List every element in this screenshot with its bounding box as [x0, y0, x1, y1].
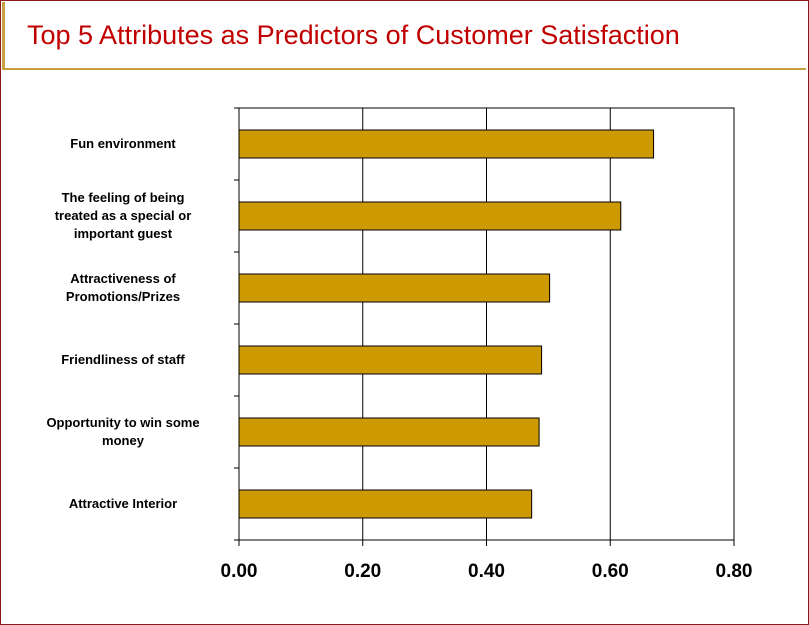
bar [238, 345, 543, 375]
category-label: Attractive Interior [18, 495, 228, 513]
chart-title: Top 5 Attributes as Predictors of Custom… [27, 20, 680, 50]
category-label: The feeling of being treated as a special… [18, 189, 228, 243]
category-label: Opportunity to win some money [18, 414, 228, 450]
category-label: Friendliness of staff [18, 351, 228, 369]
category-label-line: important guest [73, 226, 173, 241]
category-label-line: Fun environment [70, 136, 176, 151]
title-bar: Top 5 Attributes as Predictors of Custom… [2, 2, 806, 70]
bar [238, 129, 655, 159]
bar [238, 273, 551, 303]
category-label-line: Friendliness of staff [61, 352, 185, 367]
x-tick-label: 0.20 [344, 561, 382, 582]
category-label-line: Attractive Interior [68, 496, 178, 511]
x-tick-label: 0.60 [591, 561, 629, 582]
bar [238, 417, 540, 447]
category-label: Fun environment [18, 135, 228, 153]
category-label-line: Promotions/Prizes [65, 289, 181, 304]
category-label-line: treated as a special or [54, 208, 192, 223]
bar [238, 489, 533, 519]
category-label-line: money [102, 433, 144, 448]
x-tick-label: 0.00 [220, 561, 258, 582]
bar [238, 201, 622, 231]
x-tick-label: 0.40 [468, 561, 505, 582]
category-label: Attractiveness of Promotions/Prizes [18, 270, 228, 306]
x-tick-label: 0.80 [715, 561, 753, 582]
category-label-line: Opportunity to win some [46, 415, 200, 430]
category-label-line: Attractiveness of [70, 271, 176, 286]
category-label-line: The feeling of being [61, 190, 185, 205]
